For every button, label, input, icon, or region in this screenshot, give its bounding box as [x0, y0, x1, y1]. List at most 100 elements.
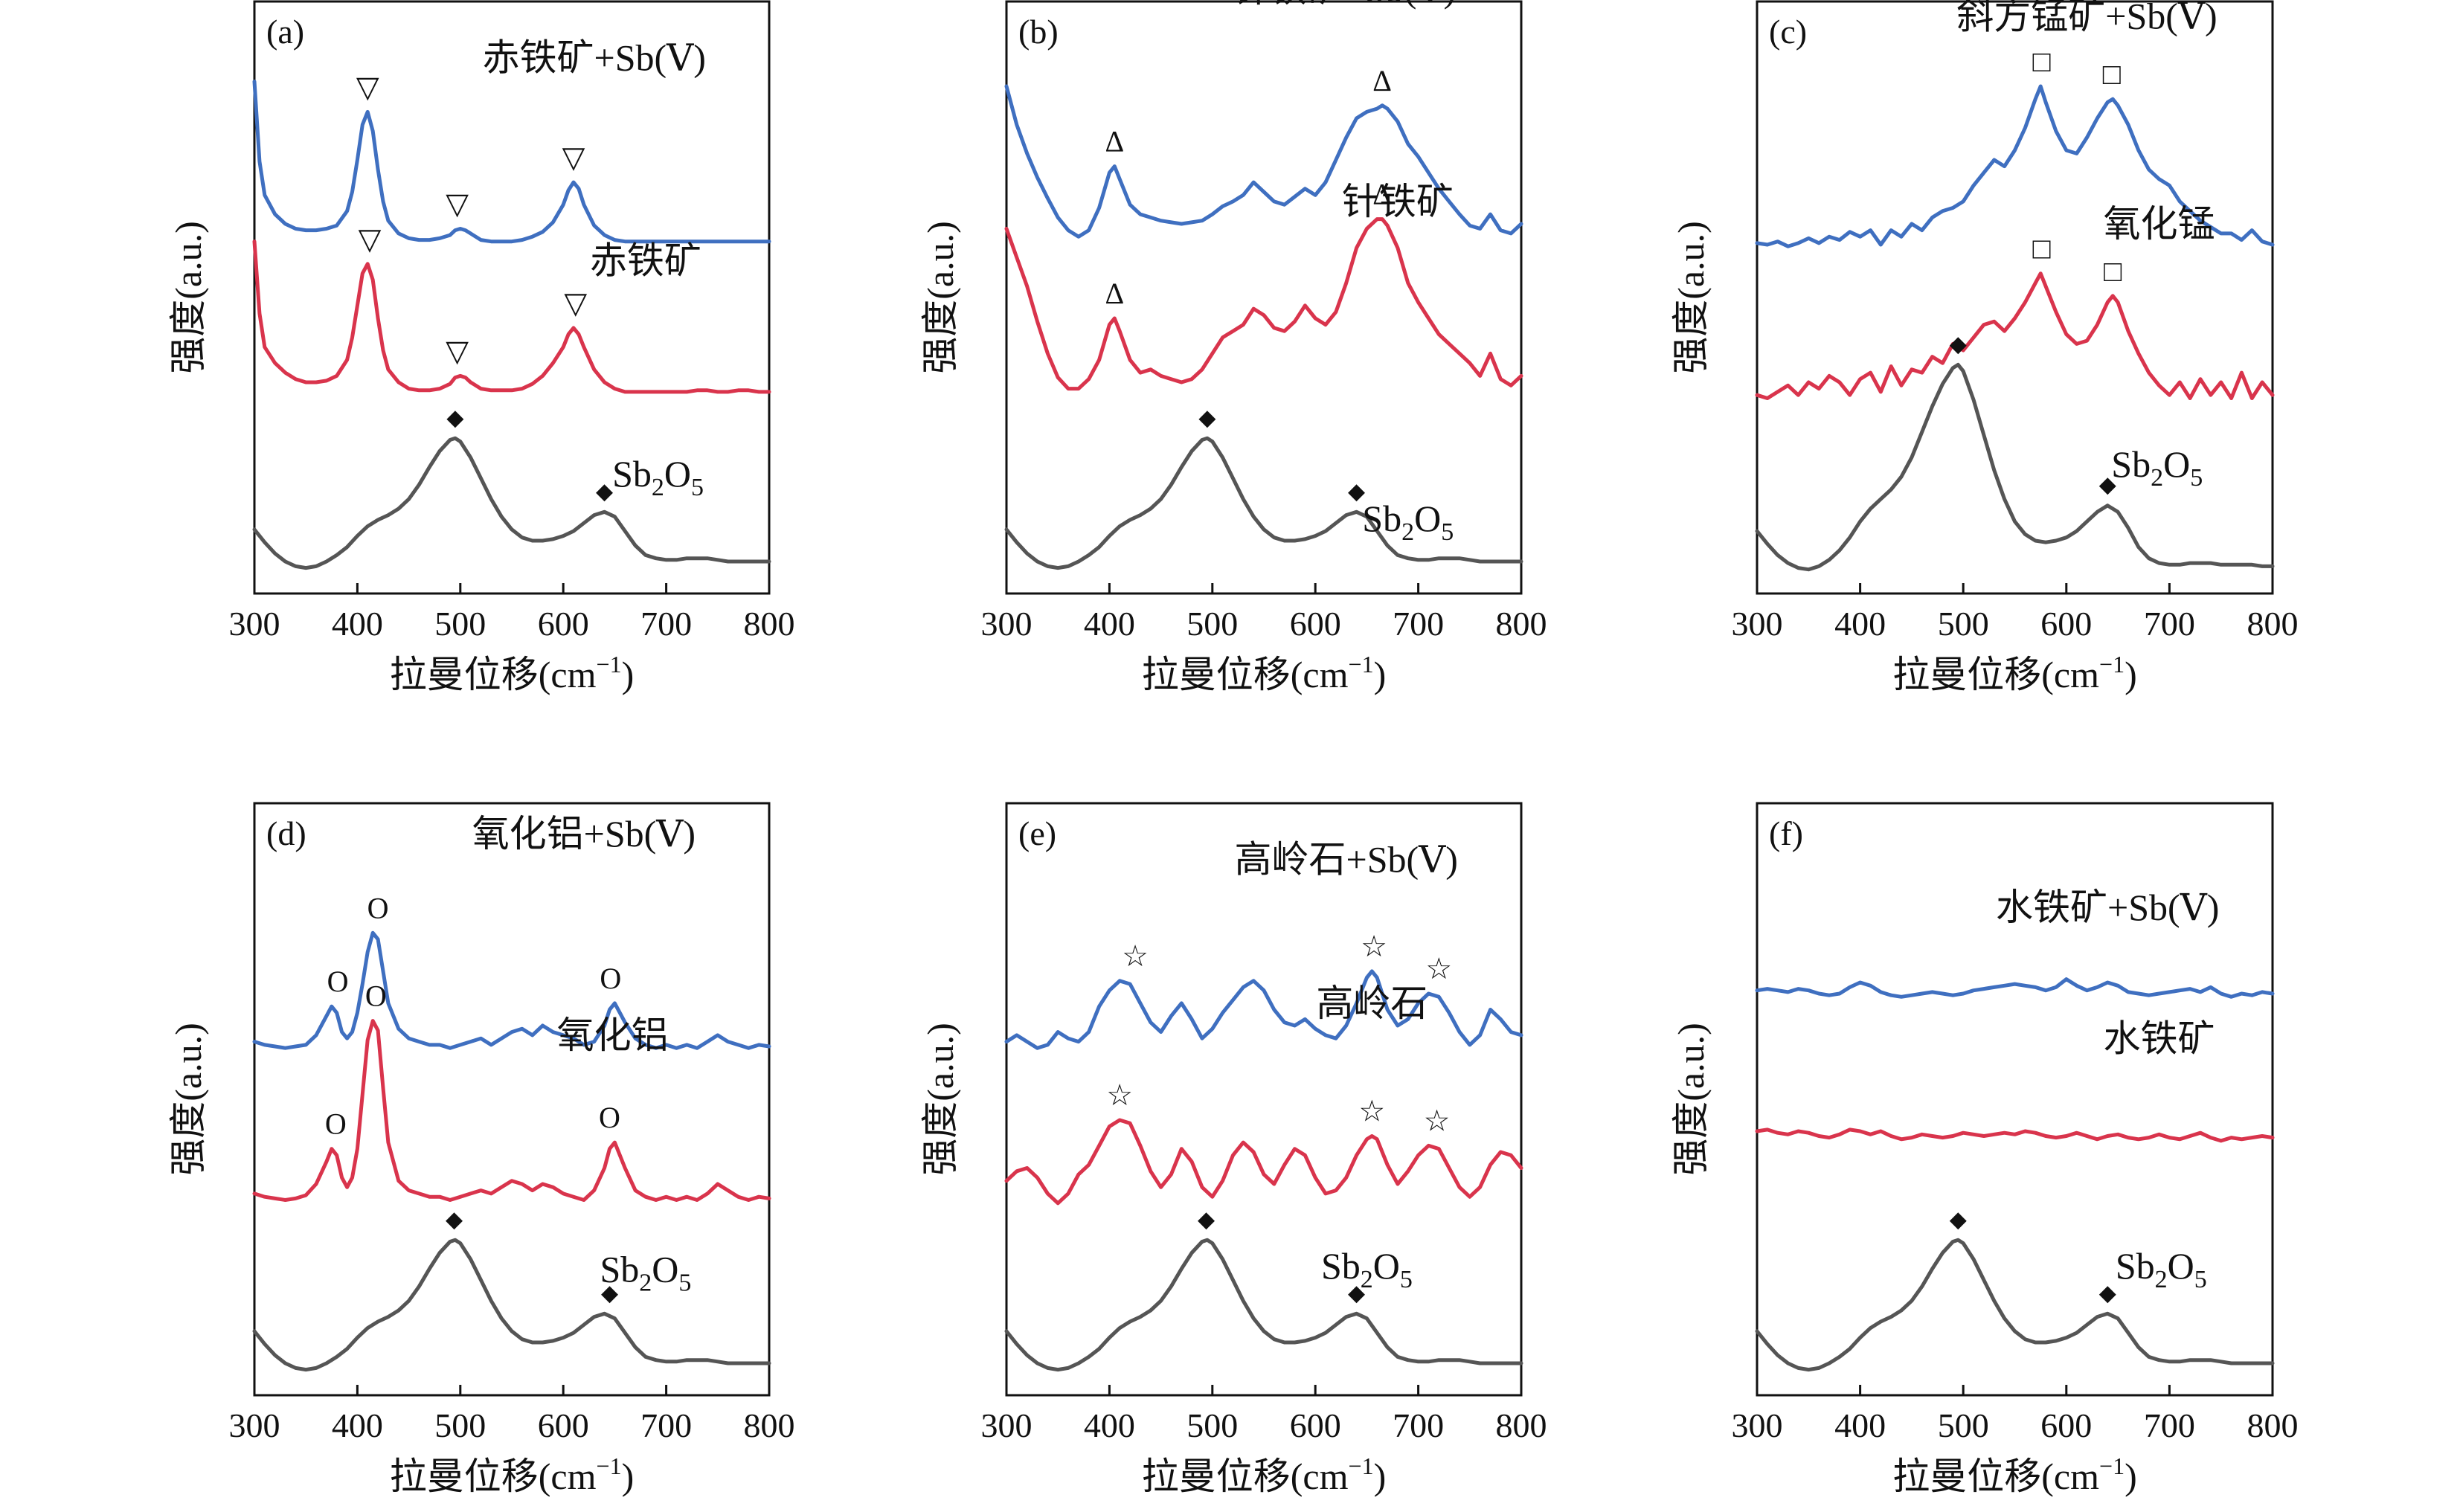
- series-label-0: 针铁矿+Sb(Ⅴ): [1233, 0, 1456, 10]
- peak-marker: ☆: [1106, 1078, 1133, 1112]
- series-label-1: 氧化锰: [2104, 203, 2215, 245]
- peak-marker: O: [367, 891, 389, 924]
- x-tick-label: 800: [1496, 1406, 1547, 1444]
- series-line-0: [1004, 969, 1523, 1050]
- series-label-2: Sb2O5: [612, 453, 704, 501]
- peak-marker: Δ: [1372, 178, 1392, 211]
- series-line-1: [1755, 271, 2275, 400]
- x-tick-label: 300: [1732, 1406, 1783, 1444]
- x-tick-label: 600: [2040, 1406, 2092, 1444]
- peak-marker: ☆: [1361, 930, 1387, 963]
- panel-letter: (c): [1769, 13, 1807, 51]
- series-label-2: Sb2O5: [1362, 498, 1454, 546]
- y-axis-label: 强度(a.u.): [1670, 1023, 1712, 1176]
- plot-frame: [1756, 0, 2274, 595]
- x-tick-label: 400: [332, 1406, 383, 1444]
- peak-marker: Δ: [1105, 125, 1124, 158]
- series-label-2: Sb2O5: [2116, 1245, 2207, 1293]
- series-label-0: 斜方锰矿+Sb(Ⅴ): [1956, 0, 2217, 37]
- series-label-0: 氧化铝+Sb(Ⅴ): [472, 813, 696, 855]
- x-tick-label: 800: [2247, 605, 2299, 643]
- x-tick-label: 700: [640, 1406, 692, 1444]
- peak-marker: ▽: [446, 187, 469, 220]
- peak-marker: ☆: [1424, 1104, 1451, 1137]
- peak-marker: ▽: [564, 286, 587, 320]
- peak-marker: O: [599, 1101, 620, 1134]
- series-line-0: [252, 80, 771, 244]
- x-axis-label: 拉曼位移(cm−1): [1142, 651, 1386, 695]
- panel-letter: (a): [266, 13, 304, 51]
- series-line-0: [1755, 977, 2275, 999]
- x-tick-label: 500: [434, 605, 486, 643]
- x-tick-label: 600: [2040, 605, 2092, 643]
- series-line-2: [1004, 436, 1523, 570]
- x-tick-label: 700: [1393, 1406, 1444, 1444]
- plot-frame: [1756, 802, 2274, 1397]
- peak-marker: O: [325, 1107, 347, 1141]
- x-tick-label: 300: [981, 1406, 1033, 1444]
- x-tick-label: 300: [1732, 605, 1783, 643]
- x-tick-label: 600: [1290, 605, 1341, 643]
- peak-marker: ☆: [1425, 952, 1452, 985]
- x-tick-label: 700: [2144, 605, 2195, 643]
- series-label-0: 水铁矿+Sb(Ⅴ): [1996, 887, 2219, 928]
- series-line-0: [1755, 84, 2275, 248]
- panel-letter: (f): [1769, 814, 1803, 852]
- series-line-0: [1004, 84, 1523, 239]
- peak-marker: □: [2032, 45, 2050, 78]
- series-label-1: 高岭石: [1316, 982, 1427, 1024]
- series-line-2: [1004, 1238, 1523, 1372]
- x-axis-label: 拉曼位移(cm−1): [1892, 651, 2136, 695]
- series-label-2: Sb2O5: [2111, 443, 2203, 492]
- plot-frame: [253, 802, 771, 1397]
- x-tick-label: 300: [229, 1406, 280, 1444]
- x-tick-label: 500: [1938, 1406, 1989, 1444]
- chart-panel-d: 300 400 500 600 700 800 拉曼位移(cm−1) 强度(a.u.) (d) O…: [167, 802, 795, 1497]
- peak-marker: ◆: [1950, 332, 1967, 356]
- series-line-1: [252, 239, 771, 394]
- peak-marker: ◆: [1950, 1207, 1967, 1232]
- peak-marker: ◆: [2099, 1281, 2116, 1305]
- chart-panel-f: 300 400 500 600 700 800 拉曼位移(cm−1) 强度(a.u.) (f) 水…: [1670, 802, 2299, 1497]
- series-label-1: 氧化铝: [557, 1014, 669, 1056]
- x-tick-label: 300: [229, 605, 280, 643]
- series-label-0: 高岭石+Sb(Ⅴ): [1235, 839, 1458, 881]
- x-tick-label: 800: [1496, 605, 1547, 643]
- peak-marker: ▽: [359, 222, 382, 256]
- panel-letter: (e): [1018, 814, 1056, 852]
- peak-marker: ◆: [1198, 405, 1215, 430]
- series-label-2: Sb2O5: [1321, 1245, 1413, 1293]
- y-axis-label: 强度(a.u.): [1670, 221, 1712, 374]
- peak-marker: ▽: [446, 334, 469, 367]
- series-line-1: [252, 1019, 771, 1202]
- peak-marker: ☆: [1122, 939, 1149, 973]
- x-tick-label: 600: [538, 1406, 589, 1444]
- chart-panel-a: 300 400 500 600 700 800 拉曼位移(cm−1) 强度(a.u.) (a) ▽…: [167, 0, 795, 695]
- panel-letter: (b): [1018, 13, 1059, 51]
- series-label-2: Sb2O5: [600, 1248, 691, 1296]
- series-line-2: [1755, 1238, 2275, 1372]
- plot-frame: [1005, 802, 1523, 1397]
- x-tick-label: 700: [640, 605, 692, 643]
- peak-marker: ◆: [596, 479, 613, 504]
- x-tick-label: 600: [1290, 1406, 1341, 1444]
- peak-marker: ◆: [446, 405, 463, 430]
- series-label-1: 针铁矿: [1342, 181, 1454, 222]
- x-tick-label: 800: [744, 1406, 795, 1444]
- x-axis-label: 拉曼位移(cm−1): [1142, 1453, 1386, 1497]
- peak-marker: □: [2032, 232, 2050, 266]
- x-tick-label: 400: [1084, 1406, 1135, 1444]
- x-tick-label: 400: [332, 605, 383, 643]
- x-tick-label: 800: [2247, 1406, 2299, 1444]
- panel-letter: (d): [266, 814, 306, 852]
- series-line-1: [1755, 1127, 2275, 1143]
- series-label-1: 水铁矿: [2104, 1017, 2215, 1059]
- chart-panel-c: 300 400 500 600 700 800 拉曼位移(cm−1) 强度(a.u.) (c) □…: [1670, 0, 2299, 695]
- x-tick-label: 300: [981, 605, 1033, 643]
- chart-panel-e: 300 400 500 600 700 800 拉曼位移(cm−1) 强度(a.u.) (e) ☆…: [919, 802, 1547, 1497]
- x-tick-label: 400: [1834, 1406, 1886, 1444]
- peak-marker: Δ: [1372, 64, 1392, 97]
- x-tick-label: 700: [1393, 605, 1444, 643]
- x-tick-label: 800: [744, 605, 795, 643]
